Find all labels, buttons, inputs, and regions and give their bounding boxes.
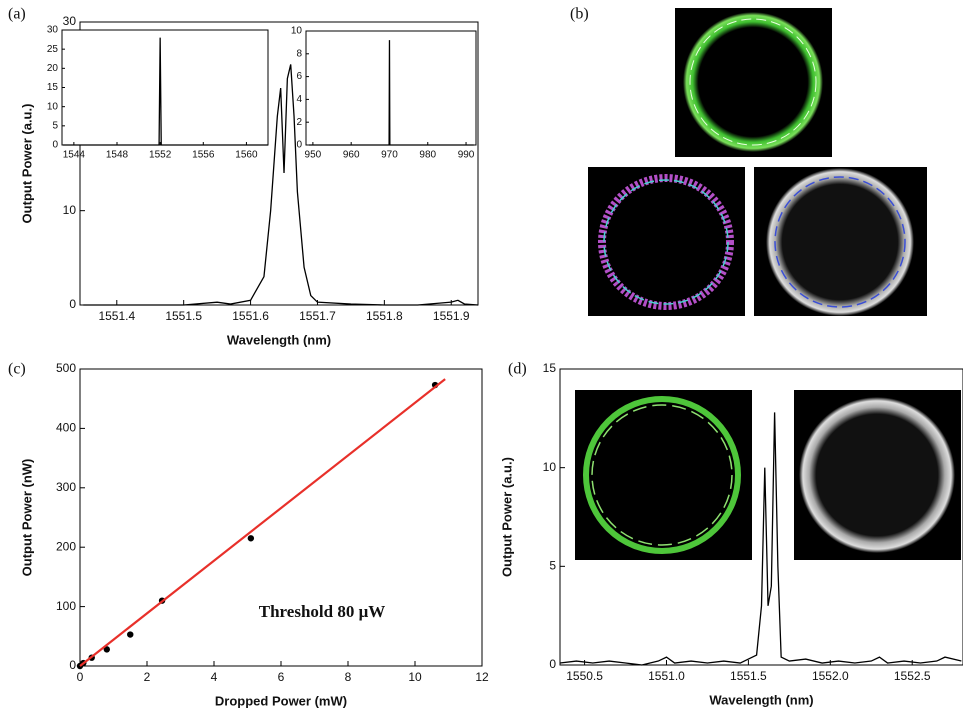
y-tick-label: 0 <box>69 297 76 311</box>
y-tick-label: 400 <box>56 421 76 435</box>
x-tick-label: 980 <box>419 150 436 161</box>
plot-frame <box>79 368 483 667</box>
x-tick-label: 6 <box>278 670 285 684</box>
plot-frame <box>559 368 963 666</box>
y-tick-label: 8 <box>296 48 302 59</box>
x-tick-label: 1550.5 <box>566 669 603 683</box>
x-tick-label: 1552 <box>149 150 172 161</box>
y-tick-label: 300 <box>56 480 76 494</box>
plot-frame <box>305 30 477 146</box>
x-tick-label: 1551.4 <box>98 309 135 323</box>
point <box>127 631 134 638</box>
panel-label: (d) <box>508 361 527 378</box>
x-tick-label: 960 <box>343 150 360 161</box>
ring <box>766 168 914 316</box>
y-tick-label: 500 <box>56 361 76 375</box>
panel-label: (a) <box>8 6 26 23</box>
x-tick-label: 1551.6 <box>232 309 269 323</box>
image-purple-ring <box>588 167 745 316</box>
x-tick-label: 1552.0 <box>812 669 849 683</box>
line <box>63 37 268 146</box>
point <box>247 535 255 542</box>
x-tick-label: 12 <box>475 670 489 684</box>
ring <box>799 397 955 553</box>
y-tick-label: 10 <box>543 460 557 474</box>
panel-label: (b) <box>570 6 589 23</box>
point <box>103 646 111 653</box>
x-axis-label: Wavelength (nm) <box>227 332 331 347</box>
x-tick-label: 1551.9 <box>433 309 470 323</box>
y-tick-label: 20 <box>47 63 59 74</box>
y-tick-label: 15 <box>543 361 557 375</box>
y-tick-label: 15 <box>47 82 59 93</box>
plot-frame <box>61 29 269 146</box>
x-tick-label: 8 <box>345 670 352 684</box>
ring <box>683 12 823 152</box>
y-tick-label: 100 <box>56 599 76 613</box>
x-tick-label: 10 <box>408 670 422 684</box>
x-tick-label: 0 <box>77 670 84 684</box>
x-tick-label: 950 <box>305 150 322 161</box>
x-tick-label: 1551.0 <box>648 669 685 683</box>
y-tick-label: 200 <box>56 539 76 553</box>
y-axis-label: Output Power (a.u.) <box>19 104 34 224</box>
ring-path <box>591 404 733 546</box>
line <box>309 40 474 146</box>
panel-b-images <box>588 8 927 316</box>
ring-path <box>689 18 817 146</box>
x-tick-label: 1544 <box>63 150 86 161</box>
x-tick-label: 1548 <box>106 150 129 161</box>
x-tick-label: 2 <box>144 670 151 684</box>
x-tick-label: 1556 <box>192 150 215 161</box>
y-axis-label: Output Power (nW) <box>19 459 34 577</box>
ring <box>598 174 734 310</box>
y-tick-label: 2 <box>296 117 302 128</box>
y-tick-label: 6 <box>296 71 302 82</box>
y-tick-label: 5 <box>549 559 556 573</box>
ring <box>583 396 741 554</box>
x-tick-label: 1551.5 <box>165 309 202 323</box>
annotation: Threshold 80 μW <box>259 602 385 621</box>
x-tick-label: 990 <box>458 150 475 161</box>
image-green-ring <box>575 390 752 560</box>
panel-label: (c) <box>8 361 26 378</box>
plot-frame <box>79 21 479 306</box>
x-tick-label: 970 <box>381 150 398 161</box>
y-axis-label: Output Power (a.u.) <box>499 457 514 577</box>
y-tick-label: 5 <box>52 120 58 131</box>
line <box>559 412 962 666</box>
y-tick-label: 0 <box>52 140 58 151</box>
y-tick-label: 0 <box>296 140 302 151</box>
x-tick-label: 1551.5 <box>730 669 767 683</box>
x-tick-label: 1552.5 <box>894 669 931 683</box>
x-tick-label: 1551.7 <box>299 309 336 323</box>
ring-path <box>774 176 906 308</box>
y-tick-label: 30 <box>47 25 59 36</box>
y-tick-label: 4 <box>296 94 302 105</box>
x-tick-label: 4 <box>211 670 218 684</box>
ring-path <box>603 179 729 305</box>
x-axis-label: Wavelength (nm) <box>709 692 813 707</box>
panel-d-images <box>575 390 961 560</box>
y-tick-label: 0 <box>549 657 556 671</box>
y-tick-label: 25 <box>47 44 59 55</box>
y-tick-label: 10 <box>291 26 303 37</box>
line <box>83 64 479 306</box>
y-tick-label: 0 <box>69 658 76 672</box>
line <box>79 378 446 667</box>
y-tick-label: 10 <box>63 203 77 217</box>
y-tick-label: 30 <box>63 14 77 28</box>
x-tick-label: 1560 <box>235 150 258 161</box>
x-tick-label: 1551.8 <box>366 309 403 323</box>
y-tick-label: 10 <box>47 101 59 112</box>
x-axis-label: Dropped Power (mW) <box>215 693 347 708</box>
